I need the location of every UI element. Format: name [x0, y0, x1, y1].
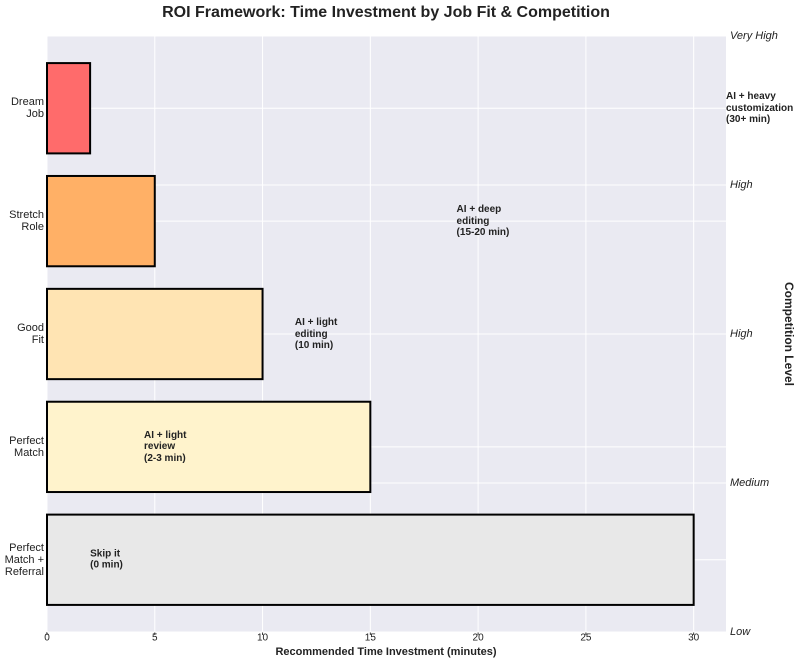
annotation: Skip it (0 min): [90, 548, 123, 571]
y-tick-label: Good Fit: [17, 322, 44, 346]
x-tick-label: 25: [580, 633, 592, 644]
bar: [46, 287, 264, 381]
x-tick-label: 0: [44, 633, 50, 644]
chart-title: ROI Framework: Time Investment by Job Fi…: [162, 4, 610, 21]
bar: [46, 513, 695, 606]
y2-tick-label: Low: [730, 626, 751, 638]
annotation: AI + heavy customization (30+ min): [726, 90, 794, 125]
y-tick-label: Stretch Role: [9, 209, 44, 234]
bar: [46, 400, 372, 494]
annotation: AI + light review (2-3 min): [144, 429, 187, 464]
x-tick-label: 20: [473, 633, 485, 644]
x-tick-label: 10: [257, 633, 269, 644]
y-tick-label: Dream Job: [10, 96, 44, 121]
y2-tick-label: Medium: [730, 477, 769, 489]
x-tick-label: 5: [152, 633, 158, 644]
x-tick-label: 15: [365, 633, 377, 644]
annotation: AI + light editing (10 min): [294, 316, 338, 351]
y2-tick-label: Very High: [730, 30, 778, 42]
bar: [46, 174, 156, 268]
y-tick-label: Perfect Match: [9, 434, 44, 459]
annotation: AI + deep editing (15-20 min): [456, 203, 510, 238]
x-tick-label: 30: [688, 633, 700, 644]
y-tick-label: Perfect Match + Referral: [4, 541, 44, 578]
y2-tick-label: High: [730, 179, 753, 191]
y2-axis-label: Competition Level: [782, 282, 796, 386]
y2-tick-label: High: [730, 328, 753, 340]
bar: [46, 62, 92, 155]
x-axis-label: Recommended Time Investment (minutes): [275, 646, 496, 658]
